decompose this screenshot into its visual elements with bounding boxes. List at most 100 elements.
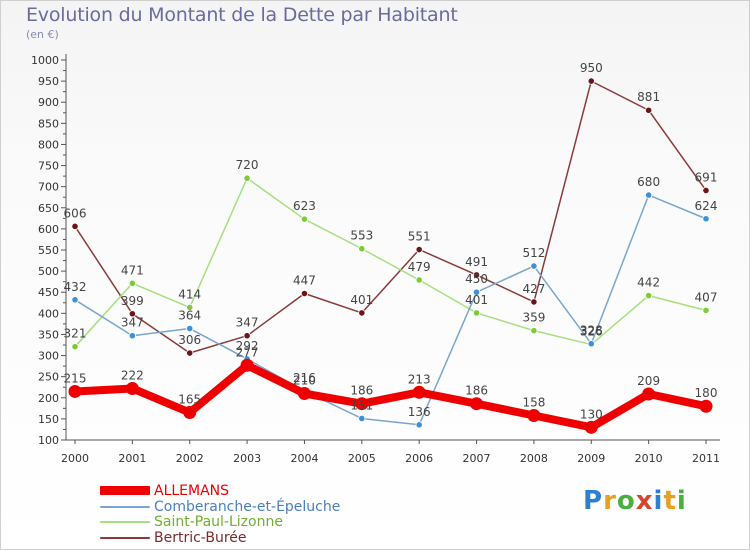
data-point: [530, 327, 538, 335]
legend-label-bertric: Bertric-Burée: [154, 529, 247, 546]
data-label: 553: [350, 229, 373, 243]
data-label: 471: [121, 263, 144, 277]
data-point: [415, 421, 423, 429]
y-tick-label: 950: [38, 75, 59, 88]
series-line-2: [74, 177, 707, 348]
legend-swatch-saint-paul: [100, 521, 150, 523]
data-label: 450: [465, 272, 488, 286]
data-point: [702, 306, 710, 314]
y-tick-label: 100: [38, 434, 59, 447]
data-label: 606: [64, 206, 87, 220]
data-label: 401: [465, 293, 488, 307]
data-label: 401: [350, 293, 373, 307]
y-tick-label: 700: [38, 181, 59, 194]
data-point: [702, 186, 710, 195]
data-point: [587, 340, 595, 348]
data-point: [645, 191, 653, 199]
data-label: 136: [408, 405, 431, 419]
data-label: 427: [522, 282, 545, 296]
data-label: 151: [350, 398, 373, 412]
data-label: 165: [178, 393, 201, 407]
data-point: [125, 381, 139, 395]
y-tick-label: 600: [38, 223, 59, 236]
data-point: [699, 399, 713, 413]
y-tick-label: 150: [38, 413, 59, 426]
y-tick-label: 900: [38, 96, 59, 109]
y-tick-label: 550: [38, 244, 59, 257]
data-label: 407: [695, 290, 718, 304]
data-label: 306: [178, 333, 201, 347]
x-tick-label: 2008: [520, 452, 548, 465]
x-tick-label: 2005: [348, 452, 376, 465]
data-label: 950: [580, 61, 603, 75]
data-point: [587, 77, 595, 85]
y-tick-label: 650: [38, 202, 59, 215]
series-line-1: [74, 194, 707, 426]
data-point: [584, 420, 598, 434]
data-point: [300, 289, 309, 298]
y-tick-label: 450: [38, 286, 59, 299]
data-point: [243, 332, 251, 340]
data-point: [186, 303, 194, 312]
data-label: 213: [408, 372, 431, 386]
data-point: [71, 296, 79, 304]
data-point: [530, 262, 538, 270]
data-point: [355, 397, 369, 411]
data-label: 210: [293, 374, 316, 388]
y-tick-label: 750: [38, 160, 59, 173]
legend-label-comberanche: Comberanche-et-Épeluche: [154, 498, 341, 515]
data-point: [68, 384, 82, 398]
chart-title: Evolution du Montant de la Dette par Hab…: [26, 4, 458, 26]
data-label: 512: [522, 246, 545, 260]
x-tick-label: 2000: [61, 452, 89, 465]
data-point: [645, 291, 653, 300]
data-label: 359: [522, 311, 545, 325]
x-tick-label: 2010: [635, 452, 663, 465]
data-point: [472, 309, 481, 317]
data-point: [243, 174, 251, 182]
data-label: 680: [637, 175, 660, 189]
x-tick-label: 2004: [290, 452, 318, 465]
data-label: 432: [64, 280, 87, 294]
data-label: 720: [236, 158, 259, 172]
data-label: 186: [465, 384, 488, 398]
y-tick-label: 250: [38, 371, 59, 384]
data-label: 347: [236, 316, 259, 330]
data-label: 624: [695, 199, 718, 213]
y-tick-label: 350: [38, 328, 59, 341]
y-tick-label: 500: [38, 265, 59, 278]
data-point: [412, 385, 426, 399]
legend-swatch-bertric: [100, 536, 150, 539]
data-point: [642, 387, 656, 401]
data-point: [472, 271, 481, 279]
data-point: [71, 343, 79, 351]
data-point: [470, 397, 484, 411]
data-point: [186, 349, 194, 357]
data-label: 216: [293, 371, 316, 385]
data-label: 326: [580, 325, 603, 339]
data-point: [183, 406, 197, 420]
y-tick-label: 400: [38, 307, 59, 320]
data-label: 215: [64, 371, 87, 385]
data-point: [702, 215, 710, 223]
data-point: [358, 309, 366, 317]
proxiti-logo: Proxiti: [583, 486, 687, 516]
y-tick-label: 1000: [31, 54, 59, 67]
data-point: [128, 279, 136, 287]
data-label: 186: [350, 384, 373, 398]
data-label: 414: [178, 287, 201, 301]
x-tick-label: 2007: [463, 452, 491, 465]
data-point: [358, 245, 366, 253]
x-tick-label: 2006: [405, 452, 433, 465]
data-label: 623: [293, 199, 316, 213]
data-label: 130: [580, 407, 603, 421]
data-point: [128, 310, 136, 318]
legend-swatch-comberanche: [100, 505, 150, 508]
data-point: [415, 245, 423, 254]
y-tick-label: 850: [38, 117, 59, 130]
data-point: [71, 222, 79, 230]
data-point: [186, 324, 194, 333]
data-label: 209: [637, 374, 660, 388]
